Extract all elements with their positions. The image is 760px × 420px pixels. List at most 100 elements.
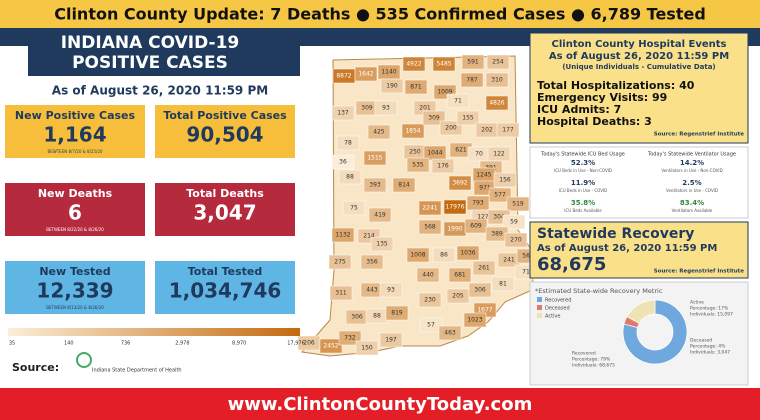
county-count: 2241 xyxy=(422,205,437,212)
hospital-line: Total Hospitalizations: 40 xyxy=(537,79,695,92)
county-count: 311 xyxy=(335,290,347,297)
stat-box xyxy=(155,183,295,236)
usage-label: Ventilators in Use - COVID xyxy=(666,188,718,193)
county xyxy=(406,247,430,263)
county-count: 819 xyxy=(391,310,403,317)
scale-label: 17,976 xyxy=(287,341,305,347)
county-count: 564 xyxy=(522,253,534,260)
stat-label: Total Tested xyxy=(188,265,263,278)
county-count: 681 xyxy=(454,272,466,279)
county xyxy=(379,332,403,348)
county-count: 190 xyxy=(386,83,398,90)
county xyxy=(380,78,404,94)
recovery-value: 68,675 xyxy=(537,254,606,275)
county-count: 306 xyxy=(474,287,486,294)
stat-box xyxy=(5,261,145,314)
county xyxy=(416,267,440,283)
scale-label: 736 xyxy=(121,341,131,347)
stat-label: Total Deaths xyxy=(186,187,264,200)
county xyxy=(468,282,492,298)
county xyxy=(360,254,384,270)
county xyxy=(431,158,455,174)
donut-segment xyxy=(626,299,656,324)
county xyxy=(461,54,485,70)
county-count: 310 xyxy=(491,77,503,84)
county-count: 57 xyxy=(427,322,435,329)
county xyxy=(463,312,487,328)
county-count: 176 xyxy=(437,163,449,170)
stat-label: New Positive Cases xyxy=(15,109,136,122)
legend-label: Deceased xyxy=(545,306,570,312)
county-count: 519 xyxy=(512,201,524,208)
county xyxy=(342,200,366,216)
county-count: 70 xyxy=(475,151,483,158)
county-count: 463 xyxy=(444,330,456,337)
usage-value: 11.9% xyxy=(571,179,595,187)
scale-label: 2,978 xyxy=(175,341,189,347)
county xyxy=(363,150,387,166)
usage-label: ICU Beds in Use - COVID xyxy=(559,188,608,193)
county-count: 275 xyxy=(334,259,346,266)
hospital-line: ICU Admits: 7 xyxy=(537,103,621,116)
county xyxy=(432,247,456,263)
metric-panel xyxy=(529,281,749,386)
stat-value: 12,339 xyxy=(36,279,113,303)
county xyxy=(460,72,484,88)
stat-box xyxy=(5,105,145,158)
recovery-source: Source: Regenstrief Institute xyxy=(654,269,744,275)
county-count: 93 xyxy=(387,287,395,294)
recovery-title: Statewide Recovery xyxy=(537,226,694,242)
stat-value: 3,047 xyxy=(193,201,256,225)
stat-note: BEWTEEN 8/7/20 & 8/25/20 xyxy=(48,149,103,154)
county-count: 88 xyxy=(346,174,354,181)
county-count: 36 xyxy=(339,159,347,166)
county xyxy=(496,122,520,138)
county-count: 306 xyxy=(351,314,363,321)
county-count: 4922 xyxy=(406,61,421,68)
county xyxy=(406,157,430,173)
county xyxy=(418,219,442,235)
footer-url: www.ClintonCountyToday.com xyxy=(228,394,533,415)
hospital-subtitle: (Unique Individuals - Cumulative Data) xyxy=(562,63,715,71)
segment-percent: Percentage: 4% xyxy=(690,344,726,350)
county-count: 787 xyxy=(466,77,478,84)
legend-swatch xyxy=(537,297,542,302)
county-count: 793 xyxy=(472,200,484,207)
stat-value: 1,034,746 xyxy=(169,279,282,303)
county-count: 197 xyxy=(385,337,397,344)
county-count: 205 xyxy=(452,293,464,300)
county xyxy=(432,56,456,72)
recovery-box xyxy=(529,221,749,279)
county-count: 250 xyxy=(409,149,421,156)
county xyxy=(464,218,488,234)
hospital-line: Hospital Deaths: 3 xyxy=(537,115,652,128)
usage-panel xyxy=(529,146,749,219)
county-count: 156 xyxy=(499,177,511,184)
segment-name: Recovered xyxy=(572,351,596,357)
county xyxy=(363,177,387,193)
usage-values: 52.3%ICU Beds in Use - Non-COVID11.9%ICU… xyxy=(554,159,723,213)
county-count: 814 xyxy=(398,182,410,189)
county-count: 356 xyxy=(366,259,378,266)
legend-swatch xyxy=(537,305,542,310)
county xyxy=(319,338,343,354)
usage-value: 35.8% xyxy=(571,199,595,207)
county xyxy=(331,105,355,121)
scale-bar xyxy=(8,328,300,336)
county xyxy=(368,207,392,223)
stat-box xyxy=(155,105,295,158)
county xyxy=(401,123,425,139)
county xyxy=(504,232,528,248)
county xyxy=(374,100,398,116)
county-count: 270 xyxy=(510,237,522,244)
hospital-box xyxy=(529,32,749,144)
usage-value: 14.2% xyxy=(680,159,704,167)
county-count: 261 xyxy=(478,265,490,272)
stat-label: New Deaths xyxy=(38,187,113,200)
donut-segment xyxy=(622,299,688,365)
county xyxy=(485,95,509,111)
county-count: 732 xyxy=(344,335,356,342)
county xyxy=(443,199,467,215)
legend-label: Recovered xyxy=(545,298,571,304)
